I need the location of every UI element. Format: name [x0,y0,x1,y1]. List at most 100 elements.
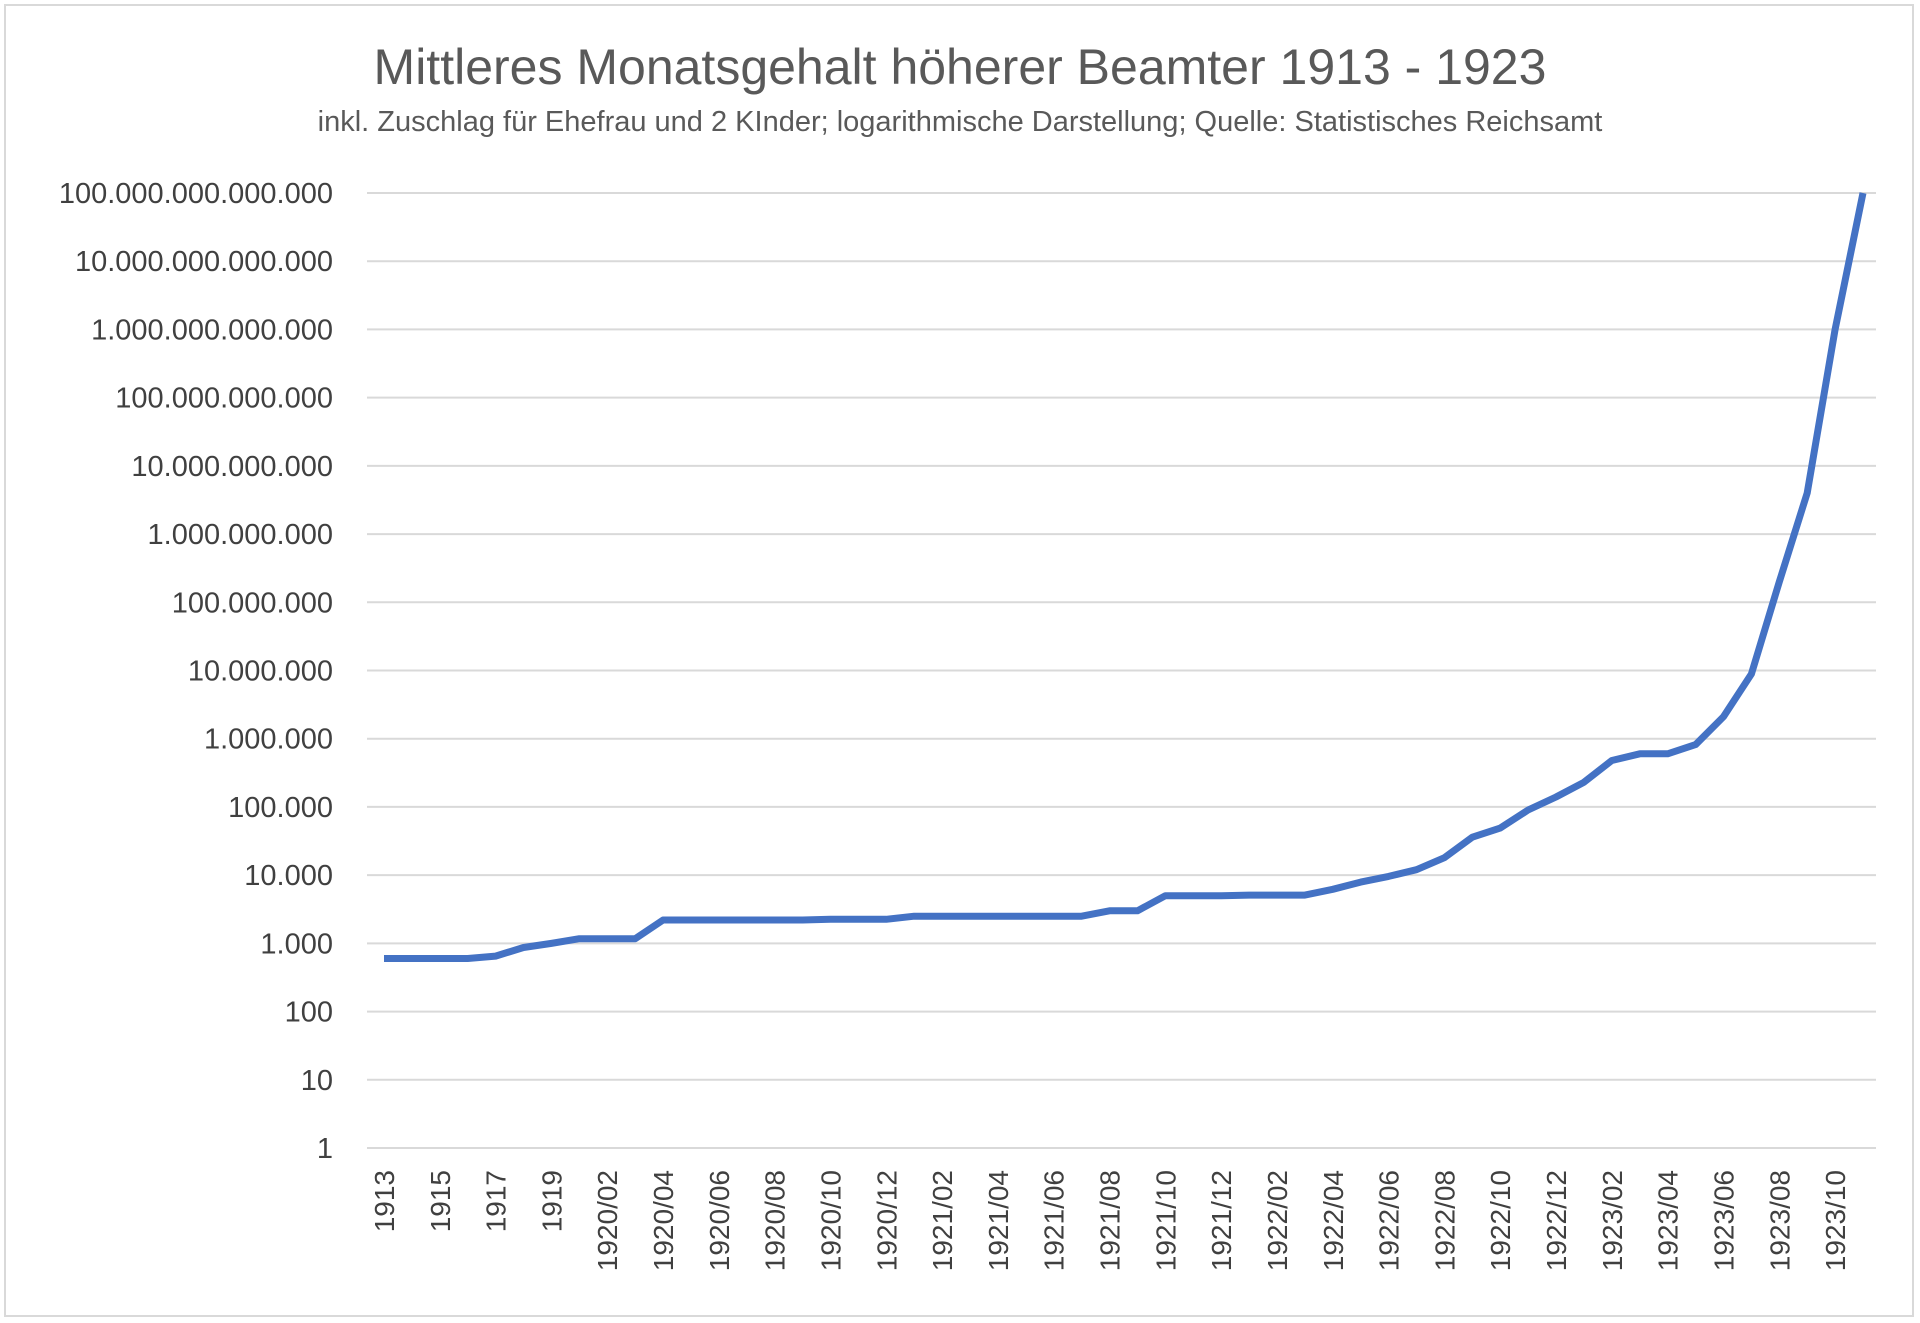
data-point [1581,779,1587,785]
data-point [939,913,945,919]
y-tick-label: 1.000.000.000.000 [91,314,333,346]
data-point [1832,326,1838,332]
y-tick-label: 10 [301,1065,333,1097]
chart-subtitle: inkl. Zuschlag für Ehefrau und 2 KInder;… [317,106,1603,138]
data-point [1107,908,1113,914]
data-point [1441,855,1447,861]
data-point [1748,671,1754,677]
x-tick-label: 1920/04 [648,1170,679,1271]
data-point [716,917,722,923]
x-tick-label: 1915 [425,1170,456,1232]
x-tick-label: 1920/12 [871,1170,902,1271]
data-point [548,940,554,946]
data-point [1721,714,1727,720]
y-tick-label: 1.000.000.000 [148,519,333,551]
data-point [604,936,610,942]
data-point [967,913,973,919]
y-tick-label: 100.000.000 [172,587,333,619]
x-tick-label: 1923/10 [1820,1170,1851,1271]
x-tick-label: 1920/08 [760,1170,791,1271]
data-point [1414,867,1420,873]
data-point [744,917,750,923]
data-point [1051,913,1057,919]
data-point [1665,751,1671,757]
x-tick-label: 1922/08 [1429,1170,1460,1271]
data-point [1218,893,1224,899]
x-tick-label: 1923/02 [1597,1170,1628,1271]
data-point [1637,751,1643,757]
y-tick-label: 100.000 [228,792,333,824]
data-point [1190,893,1196,899]
data-point [1079,913,1085,919]
data-point [1776,579,1782,585]
data-point [1525,807,1531,813]
data-point [828,916,834,922]
data-point [1135,908,1141,914]
data-point [437,956,443,962]
data-point [1302,892,1308,898]
data-point [800,917,806,923]
chart-title: Mittleres Monatsgehalt höherer Beamter 1… [373,39,1547,95]
x-axis-tick-labels: 1913 1915 1917 1919 1920/02 1920/04 1920/06 192… [369,1170,1851,1271]
data-point [772,917,778,923]
data-point [1553,794,1559,800]
y-tick-label: 10.000.000.000 [131,451,333,483]
x-tick-label: 1922/10 [1485,1170,1516,1271]
x-tick-label: 1922/12 [1541,1170,1572,1271]
x-tick-label: 1921/08 [1095,1170,1126,1271]
data-point [409,956,415,962]
data-point [576,936,582,942]
y-tick-label: 100.000.000.000.000 [59,178,333,210]
x-tick-label: 1920/06 [704,1170,735,1271]
data-point [493,953,499,959]
x-tick-label: 1913 [369,1170,400,1232]
data-point [1609,758,1615,764]
y-tick-label: 10.000.000 [188,656,333,688]
x-tick-label: 1919 [536,1170,567,1232]
y-tick-label: 1.000 [260,928,333,960]
x-tick-label: 1921/10 [1150,1170,1181,1271]
data-point [688,917,694,923]
data-point [660,917,666,923]
x-tick-label: 1922/02 [1262,1170,1293,1271]
data-point [521,945,527,951]
data-point [381,956,387,962]
data-point [1162,893,1168,899]
data-point [465,956,471,962]
x-tick-label: 1921/02 [927,1170,958,1271]
x-tick-label: 1921/12 [1206,1170,1237,1271]
data-point [911,913,917,919]
series-line [384,192,1867,962]
chart-frame [4,4,1914,1317]
data-point [1469,834,1475,840]
data-point [1497,825,1503,831]
data-point [1023,913,1029,919]
y-axis-tick-labels: 1 10 100 1.000 10.000 100.000 1.000.000 10.000.… [59,178,333,1165]
data-point [1386,873,1392,879]
data-point [632,936,638,942]
x-tick-label: 1921/04 [983,1170,1014,1271]
grid-lines [367,192,1876,1149]
x-tick-label: 1921/06 [1039,1170,1070,1271]
y-tick-label: 100.000.000.000 [115,383,333,415]
data-point [1358,879,1364,885]
data-point [1860,190,1866,196]
y-tick-label: 100 [285,997,333,1029]
x-tick-label: 1922/06 [1374,1170,1405,1271]
y-tick-label: 10.000 [244,860,333,892]
y-tick-label: 10.000.000.000.000 [75,246,333,278]
series-layer [381,190,1867,962]
x-tick-label: 1922/04 [1318,1170,1349,1271]
x-tick-label: 1923/04 [1653,1170,1684,1271]
x-tick-label: 1923/08 [1764,1170,1795,1271]
x-tick-label: 1920/10 [815,1170,846,1271]
x-tick-label: 1917 [481,1170,512,1232]
x-tick-label: 1920/02 [592,1170,623,1271]
data-point [855,916,861,922]
y-tick-label: 1.000.000 [204,724,333,756]
data-point [1330,886,1336,892]
data-point [1693,742,1699,748]
data-point [1804,490,1810,496]
y-tick-label: 1 [317,1133,333,1165]
